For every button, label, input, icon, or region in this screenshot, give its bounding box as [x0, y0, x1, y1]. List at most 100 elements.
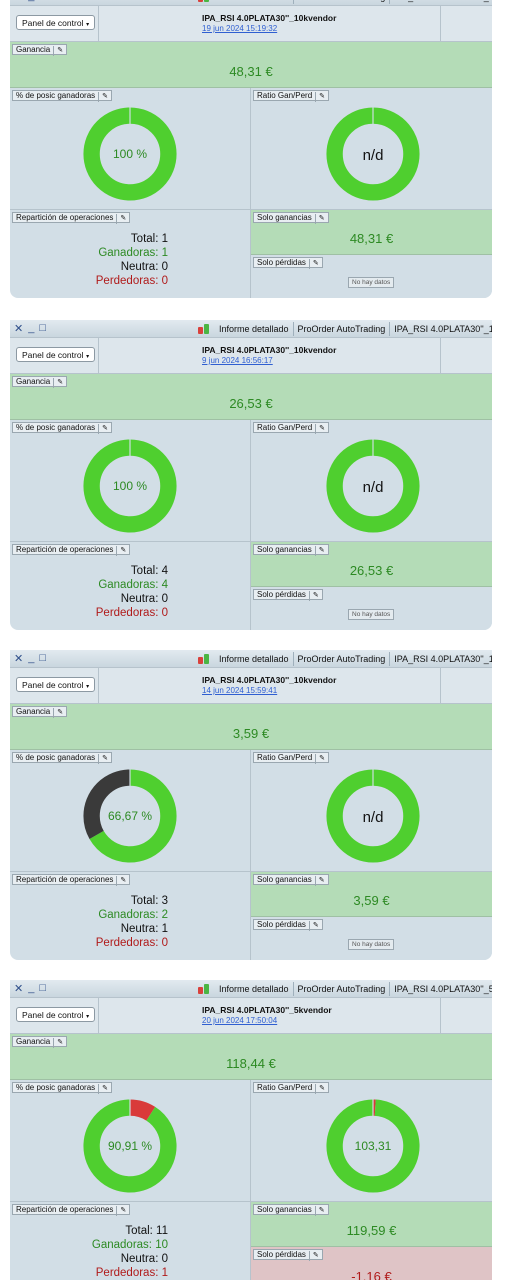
report-date-link[interactable]: 20 jun 2024 17:50:04 — [202, 1016, 278, 1025]
panel-header: Panel de control ▾ IPA_RSI 4.0PLATA30''_5… — [10, 998, 492, 1034]
panel-de-control-dropdown[interactable]: Panel de control ▾ — [16, 1007, 96, 1022]
tab-informe-detallado[interactable]: Informe detallado — [215, 652, 294, 666]
wrench-icon[interactable]: ✎ — [314, 876, 325, 886]
panel-de-control-dropdown[interactable]: Panel de control ▾ — [16, 347, 96, 362]
tab-strategy[interactable]: IPA_RSI 4.0PLATA30''_10kver — [390, 652, 492, 666]
gain-section: Ganancia ✎ 48,31 € — [10, 42, 492, 88]
gain-value: 118,44 € — [226, 1056, 276, 1071]
tab-proorder[interactable]: ProOrder AutoTrading — [294, 982, 391, 996]
minimize-icon[interactable]: _ — [28, 982, 35, 994]
win-pct-label: % de posic ganadoras ✎ — [12, 1082, 113, 1094]
tab-proorder[interactable]: ProOrder AutoTrading — [294, 322, 391, 336]
divider — [440, 338, 441, 373]
ratio-label: Ratio Gan/Perd ✎ — [253, 90, 330, 102]
wrench-icon[interactable]: ✎ — [98, 1084, 108, 1094]
minimize-icon[interactable]: _ — [28, 322, 35, 334]
close-icon[interactable]: ✕ — [14, 983, 24, 995]
tab-strategy[interactable]: IPA_RSI 4.0PLATA30''_10kvendor — [390, 0, 492, 4]
tab-strategy[interactable]: IPA_RSI 4.0PLATA30''_5kvend — [390, 982, 492, 996]
wrench-icon[interactable]: ✎ — [308, 259, 319, 269]
close-icon[interactable]: ✕ — [14, 653, 24, 665]
wrench-icon[interactable]: ✎ — [53, 1038, 63, 1048]
wrench-icon[interactable]: ✎ — [53, 378, 63, 388]
report-date-link[interactable]: 14 jun 2024 15:59:41 — [202, 686, 278, 695]
wrench-icon[interactable]: ✎ — [314, 546, 325, 556]
wrench-icon[interactable]: ✎ — [53, 708, 63, 718]
strategy-name: IPA_RSI 4.0PLATA30''_10kvendor — [202, 13, 337, 23]
panel-de-control-dropdown[interactable]: Panel de control ▾ — [16, 677, 96, 692]
tab-informe-detallado[interactable]: Informe detallado — [215, 0, 294, 4]
wrench-icon[interactable]: ✎ — [308, 921, 319, 931]
tab-proorder[interactable]: ProOrder AutoTrading — [294, 0, 391, 4]
wrench-icon[interactable]: ✎ — [308, 1251, 319, 1261]
report-chart-icon — [198, 0, 210, 2]
wrench-icon[interactable]: ✎ — [315, 1084, 325, 1094]
tab-informe-detallado[interactable]: Informe detallado — [215, 982, 294, 996]
stat-losers: Perdedoras: 0 — [95, 275, 168, 287]
ratio-cell: Ratio Gan/Perd ✎ n/d — [251, 420, 492, 541]
only-losses-label-text: Solo pérdidas — [257, 258, 306, 267]
gain-value: 3,59 € — [232, 726, 270, 741]
ratio-label: Ratio Gan/Perd ✎ — [253, 1082, 330, 1094]
wrench-icon[interactable]: ✎ — [116, 876, 126, 886]
tab-proorder[interactable]: ProOrder AutoTrading — [294, 652, 391, 666]
wrench-icon[interactable]: ✎ — [314, 214, 325, 224]
only-gains-value: 48,31 € — [349, 231, 394, 246]
only-gains-label: Solo ganancias ✎ — [253, 544, 329, 556]
wrench-icon[interactable]: ✎ — [116, 546, 126, 556]
report-date-link[interactable]: 9 jun 2024 16:56:17 — [202, 356, 273, 365]
only-gains-label-text: Solo ganancias — [257, 213, 312, 222]
panel-de-control-dropdown[interactable]: Panel de control ▾ — [16, 15, 96, 30]
distribution-row: Repartición de operaciones ✎ Total: 4 Ganad… — [10, 542, 492, 630]
wrench-icon[interactable]: ✎ — [116, 1206, 126, 1216]
win-pct-label: % de posic ganadoras ✎ — [12, 422, 113, 434]
close-icon[interactable]: ✕ — [14, 0, 23, 3]
stat-losers: Perdedoras: 0 — [95, 937, 168, 949]
distribution-row: Repartición de operaciones ✎ Total: 3 Ganad… — [10, 872, 492, 960]
wrench-icon[interactable]: ✎ — [98, 754, 108, 764]
tab-informe-detallado[interactable]: Informe detallado — [215, 322, 294, 336]
maximize-icon[interactable]: □ — [39, 652, 46, 664]
minimize-icon[interactable]: _ — [28, 652, 35, 664]
trade-stats: Total: 11 Ganadoras: 10 Neutra: 0 Perdedora… — [10, 1224, 168, 1280]
only-losses-section: Solo pérdidas ✎ No hay datos — [251, 917, 492, 960]
stat-neutral: Neutra: 0 — [120, 1253, 168, 1265]
minimize-icon[interactable]: _ — [28, 0, 34, 3]
dropdown-label: Panel de control — [22, 680, 84, 690]
ratio-label: Ratio Gan/Perd ✎ — [253, 752, 330, 764]
wrench-icon[interactable]: ✎ — [308, 591, 319, 601]
only-losses-label: Solo pérdidas ✎ — [253, 589, 323, 601]
donut-chart — [83, 1098, 177, 1193]
maximize-icon[interactable]: □ — [39, 982, 46, 994]
report-date-link[interactable]: 19 jun 2024 15:19:32 — [202, 24, 278, 33]
only-gains-value: 26,53 € — [349, 563, 394, 578]
panel-header: Panel de control ▾ IPA_RSI 4.0PLATA30''_1… — [10, 6, 492, 42]
wrench-icon[interactable]: ✎ — [314, 1206, 325, 1216]
wrench-icon[interactable]: ✎ — [315, 754, 325, 764]
stat-total: Total: 11 — [125, 1225, 168, 1237]
report-chart-icon — [198, 984, 210, 994]
wrench-icon[interactable]: ✎ — [116, 214, 126, 224]
distribution-row: Repartición de operaciones ✎ Total: 1 Ganad… — [10, 210, 492, 298]
wrench-icon[interactable]: ✎ — [315, 424, 325, 434]
trade-stats: Total: 3 Ganadoras: 2 Neutra: 1 Perdedoras:… — [10, 894, 168, 950]
divider — [98, 6, 99, 41]
stat-total: Total: 4 — [130, 565, 168, 577]
ratio-label-text: Ratio Gan/Perd — [257, 753, 313, 762]
wrench-icon[interactable]: ✎ — [315, 92, 325, 102]
gain-value: 26,53 € — [229, 396, 273, 411]
wrench-icon[interactable]: ✎ — [53, 46, 63, 56]
ratio-value: n/d — [362, 479, 384, 496]
win-pct-value: 66,67 % — [107, 809, 153, 823]
divider — [440, 998, 441, 1033]
maximize-icon[interactable]: □ — [39, 322, 46, 334]
chevron-down-icon: ▾ — [84, 22, 90, 28]
win-pct-label-text: % de posic ganadoras — [16, 91, 96, 100]
close-icon[interactable]: ✕ — [14, 323, 24, 335]
gains-losses-cell: Solo ganancias ✎ 3,59 € Solo pérdidas ✎ No ha… — [251, 872, 492, 960]
tab-strategy[interactable]: IPA_RSI 4.0PLATA30''_10kver — [390, 322, 492, 336]
maximize-icon[interactable]: □ — [39, 0, 46, 3]
win-pct-cell: % de posic ganadoras ✎ 100 % — [10, 88, 251, 209]
wrench-icon[interactable]: ✎ — [98, 92, 108, 102]
wrench-icon[interactable]: ✎ — [98, 424, 108, 434]
